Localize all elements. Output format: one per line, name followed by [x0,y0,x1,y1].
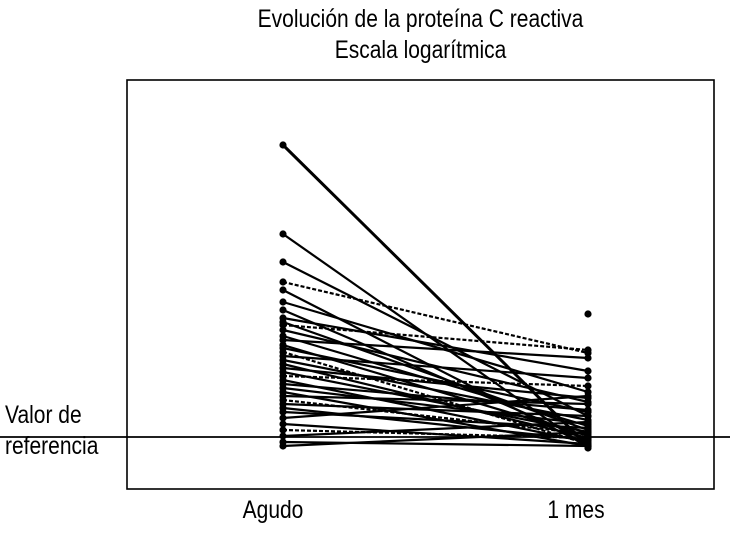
reference-label-line-2: referencia [5,432,99,460]
data-point [279,426,287,434]
data-point [279,230,287,238]
plot-frame [126,79,715,490]
series-line [282,420,589,438]
data-point [279,298,287,306]
chart-title: Evolución de la proteína C reactiva [257,5,584,33]
data-point [279,336,287,344]
data-point [584,367,592,375]
series-layer [279,141,592,452]
series-line [282,428,589,440]
data-point [584,374,592,382]
x-tick-label-agudo: Agudo [242,496,304,524]
chart-subtitle: Escala logarítmica [334,36,507,64]
series-line [282,374,589,388]
data-point [584,382,592,390]
series-line [282,402,589,418]
data-point [279,321,287,329]
data-point [279,258,287,266]
series-line [282,323,589,352]
series-line [281,143,590,448]
data-point [584,392,592,400]
reference-label: Valor de referencia [5,400,98,462]
data-point [584,400,592,408]
series-line [282,280,589,355]
data-point [584,418,592,426]
series-line [282,370,589,434]
data-point [584,354,592,362]
series-line [282,382,589,412]
data-point [279,420,287,428]
data-point [279,286,287,294]
data-point [279,408,287,416]
data-point [584,406,592,414]
data-point [584,412,592,420]
series-line [282,394,589,406]
data-point [584,434,592,442]
data-point [279,442,287,450]
data-point [279,432,287,440]
data-point [584,310,592,318]
series-line [282,354,589,380]
chart-title-block: Evolución de la proteína C reactiva Esca… [127,4,714,66]
series-line [282,366,589,400]
reference-label-line-1: Valor de [5,401,82,429]
data-point [584,442,592,450]
data-point [279,326,287,334]
x-tick-label-1-mes: 1 mes [547,496,605,524]
series-line [282,338,589,360]
data-point [279,278,287,286]
data-point [279,414,287,422]
series-line [282,316,589,373]
data-point [279,141,287,149]
series-line [282,300,589,394]
series-line [282,394,589,420]
series-line [282,358,589,422]
data-point [584,346,592,354]
data-point [279,306,287,314]
data-point [584,428,592,436]
series-line [282,430,589,448]
